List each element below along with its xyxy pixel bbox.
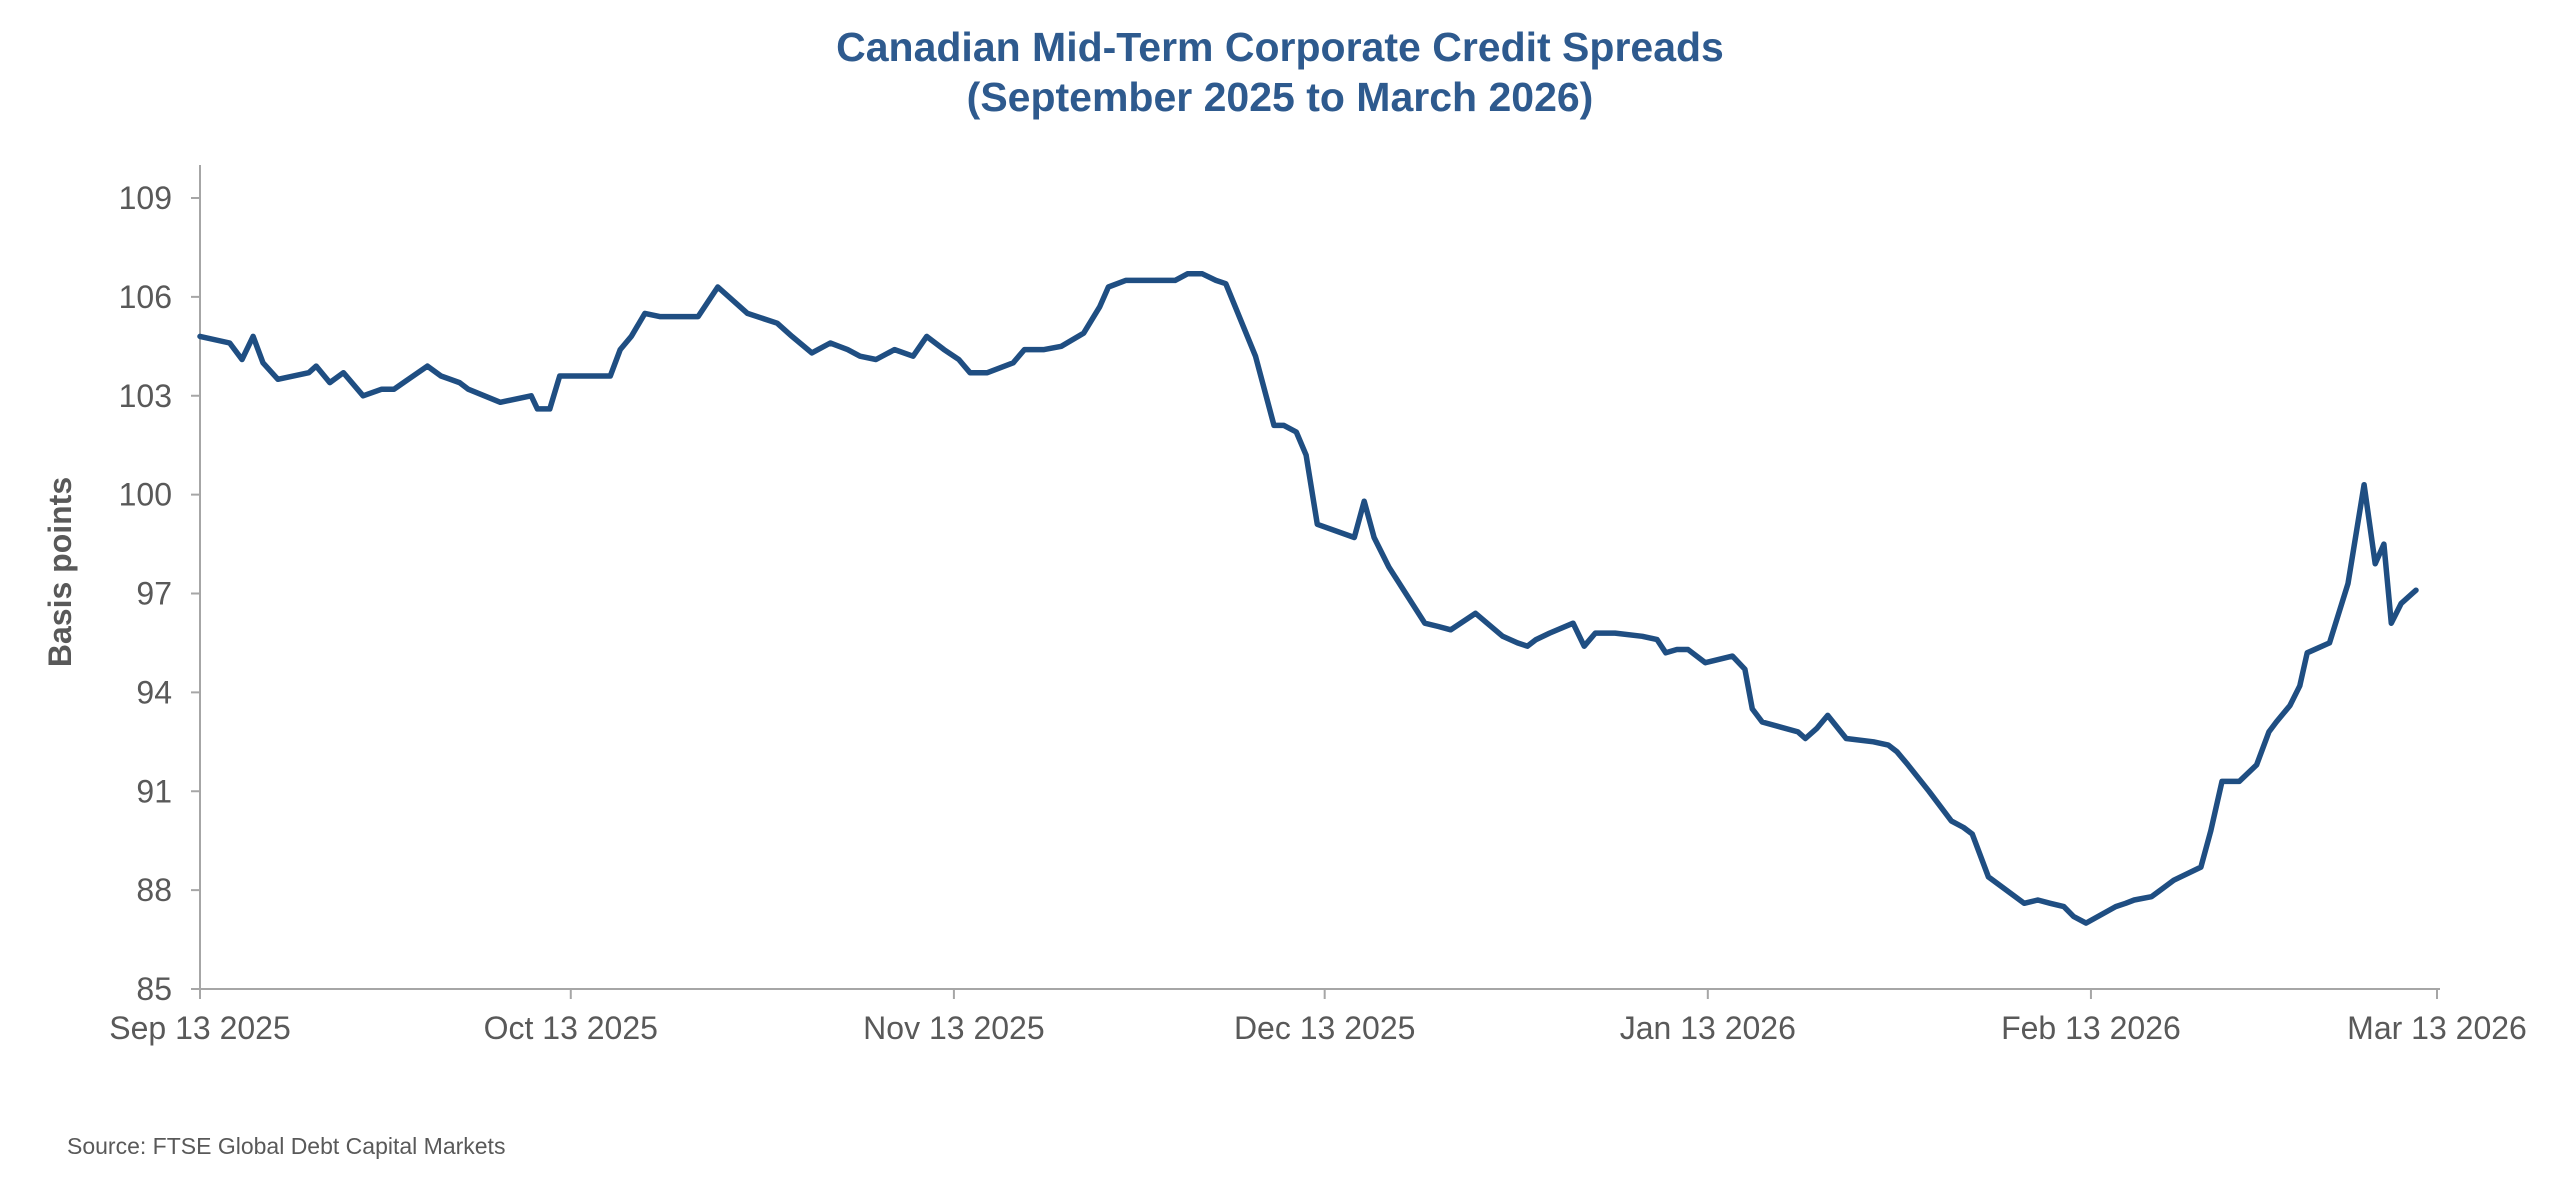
chart-title: Canadian Mid-Term Corporate Credit Sprea…: [0, 22, 2560, 122]
y-tick-label: 91: [136, 773, 172, 809]
series-line: [197, 271, 2419, 926]
y-tick-label: 97: [136, 576, 172, 612]
source-note: Source: FTSE Global Debt Capital Markets: [67, 1133, 506, 1159]
y-tick-label: 88: [136, 872, 172, 908]
x-tick-label: Oct 13 2025: [484, 1010, 658, 1046]
y-tick-label: 85: [136, 971, 172, 1007]
y-tick-label: 94: [136, 674, 172, 710]
x-tick-label: Mar 13 2026: [2347, 1010, 2527, 1046]
x-tick-label: Feb 13 2026: [2001, 1010, 2181, 1046]
x-tick-label: Sep 13 2025: [109, 1010, 291, 1046]
x-tick-label: Jan 13 2026: [1620, 1010, 1796, 1046]
chart-subtitle: (September 2025 to March 2026): [966, 74, 1594, 120]
y-tick-label: 100: [119, 477, 172, 513]
x-axis: Sep 13 2025 Oct 13 2025 Nov 13 2025 Dec 13 …: [109, 988, 2527, 1046]
y-tick-label: 103: [119, 378, 172, 414]
chart-title-main: Canadian Mid-Term Corporate Credit Sprea…: [836, 24, 1724, 70]
y-tick-label: 109: [119, 180, 172, 216]
y-axis: 85 88 91 94 97 100 103 106 109: [119, 165, 201, 1007]
y-axis-title: Basis points: [42, 477, 78, 667]
x-tick-label: Nov 13 2025: [863, 1010, 1044, 1046]
series-group: [197, 271, 2419, 926]
x-tick-label: Dec 13 2025: [1234, 1010, 1415, 1046]
y-tick-label: 106: [119, 279, 172, 315]
